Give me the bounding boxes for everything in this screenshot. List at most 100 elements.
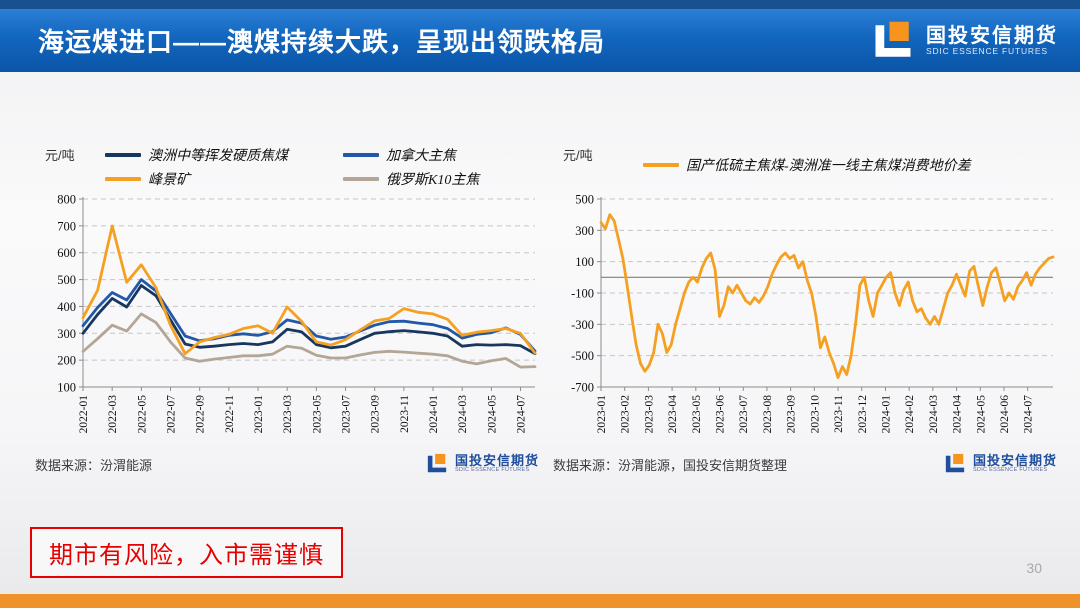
- brand-watermark-icon: [945, 453, 965, 473]
- x-tick-label: 2023-01: [253, 395, 265, 434]
- legend-label: 加拿大主焦: [386, 149, 456, 164]
- slide-header: 海运煤进口——澳煤持续大跌，呈现出领跌格局 国投安信期货 SDIC ESSENC…: [0, 9, 1080, 72]
- x-tick-label: 2023-09: [786, 395, 798, 434]
- page-title: 海运煤进口——澳煤持续大跌，呈现出领跌格局: [38, 27, 606, 57]
- brand-name-en: SDIC ESSENCE FUTURES: [972, 466, 1048, 473]
- chart-source-row: 数据来源：汾渭能源，国投安信期货整理 国投安信期货 SDIC ESSENCE F…: [551, 453, 1061, 475]
- y-tick-label: 100: [575, 255, 594, 269]
- x-tick-label: 2023-11: [399, 395, 411, 433]
- y-tick-label: 500: [57, 273, 76, 287]
- chart-head: 元/吨 澳洲中等挥发硬质焦煤 加拿大主焦峰景矿 俄罗斯K10主焦: [33, 143, 543, 193]
- x-tick-label: 2023-02: [620, 395, 632, 434]
- x-tick-label: 2024-01: [428, 395, 440, 434]
- x-tick-label: 2023-11: [833, 395, 845, 433]
- x-tick-label: 2023-03: [643, 395, 655, 434]
- legend-label: 澳洲中等挥发硬质焦煤: [148, 149, 288, 164]
- x-tick-label: 2024-03: [457, 395, 469, 434]
- x-tick-label: 2024-05: [975, 395, 987, 434]
- legend-label: 俄罗斯K10主焦: [386, 173, 480, 188]
- x-tick-label: 2022-03: [107, 395, 119, 434]
- legend-swatch: [343, 177, 379, 181]
- data-source-note: 数据来源：汾渭能源: [35, 457, 153, 473]
- brand-name-cn: 国投安信期货: [972, 453, 1057, 469]
- x-tick-label: 2024-07: [1023, 395, 1035, 434]
- chart-source-row: 数据来源：汾渭能源 国投安信期货 SDIC ESSENCE FUTURES: [33, 453, 543, 475]
- y-tick-label: -100: [571, 287, 594, 301]
- y-tick-label: 400: [57, 300, 76, 314]
- brand-name-cn: 国投安信期货: [926, 24, 1058, 47]
- y-tick-label: 700: [57, 219, 76, 233]
- y-tick-label: 500: [575, 193, 594, 207]
- x-tick-label: 2023-05: [311, 395, 323, 434]
- x-tick-label: 2022-01: [78, 395, 90, 434]
- x-tick-label: 2023-04: [667, 395, 679, 434]
- bottom-accent-strip: [0, 594, 1080, 608]
- legend-swatch: [343, 153, 379, 157]
- y-axis-unit: 元/吨: [45, 148, 75, 163]
- brand-name-cn: 国投安信期货: [454, 453, 539, 469]
- x-tick-label: 2024-04: [952, 395, 964, 434]
- chart-legend: 国产低硫主焦煤-澳洲准一线主焦煤消费地价差: [643, 155, 971, 175]
- price-spread-chart: 元/吨 国产低硫主焦煤-澳洲准一线主焦煤消费地价差 500 300 100 -100 -…: [551, 143, 1061, 475]
- legend-swatch: [105, 153, 141, 157]
- page-number: 30: [1026, 560, 1042, 576]
- brand-name-en: SDIC ESSENCE FUTURES: [454, 466, 530, 473]
- brand-watermark-text: 国投安信期货 SDIC ESSENCE FUTURES: [973, 454, 1057, 473]
- legend-item: 俄罗斯K10主焦: [343, 169, 479, 189]
- x-tick-label: 2023-08: [762, 395, 774, 434]
- y-axis-unit: 元/吨: [563, 148, 593, 163]
- line-series: [599, 213, 1055, 380]
- x-tick-label: 2023-06: [715, 395, 727, 434]
- x-tick-label: 2024-03: [928, 395, 940, 434]
- legend-item: 加拿大主焦: [343, 145, 479, 165]
- x-tick-label: 2023-12: [857, 395, 869, 434]
- x-tick-label: 2023-09: [370, 395, 382, 434]
- legend-item: 澳洲中等挥发硬质焦煤: [105, 145, 343, 165]
- x-tick-label: 2023-01: [596, 395, 608, 434]
- line-series: [81, 312, 537, 369]
- y-tick-label: 800: [57, 193, 76, 207]
- brand-watermark: 国投安信期货 SDIC ESSENCE FUTURES: [943, 453, 1057, 475]
- x-tick-label: 2023-03: [282, 395, 294, 434]
- x-tick-label: 2023-07: [341, 395, 353, 434]
- x-tick-label: 2023-05: [691, 395, 703, 434]
- legend-label: 国产低硫主焦煤-澳洲准一线主焦煤消费地价差: [686, 159, 971, 174]
- x-tick-label: 2024-02: [904, 395, 916, 434]
- data-source-note: 数据来源：汾渭能源，国投安信期货整理: [553, 457, 788, 473]
- y-tick-label: 300: [575, 224, 594, 238]
- brand-logo-icon: [875, 21, 911, 57]
- chart-legend: 澳洲中等挥发硬质焦煤 加拿大主焦峰景矿 俄罗斯K10主焦: [105, 145, 479, 189]
- x-tick-label: 2022-07: [166, 395, 178, 434]
- brand-name-en: SDIC ESSENCE FUTURES: [926, 45, 1048, 56]
- y-tick-label: 100: [57, 381, 76, 395]
- legend-item: 峰景矿: [105, 169, 343, 189]
- brand-logo: 国投安信期货 SDIC ESSENCE FUTURES: [870, 9, 1058, 72]
- y-tick-label: -500: [571, 349, 594, 363]
- legend-swatch: [105, 177, 141, 181]
- y-tick-label: -300: [571, 318, 594, 332]
- brand-watermark: 国投安信期货 SDIC ESSENCE FUTURES: [425, 453, 539, 475]
- x-tick-label: 2022-09: [195, 395, 207, 434]
- y-tick-label: 600: [57, 246, 76, 260]
- legend-swatch: [643, 163, 679, 167]
- x-tick-label: 2023-10: [809, 395, 821, 434]
- y-tick-label: 200: [57, 354, 76, 368]
- x-tick-label: 2024-05: [486, 395, 498, 434]
- y-tick-label: 300: [57, 327, 76, 341]
- legend-label: 峰景矿: [148, 173, 190, 188]
- brand-watermark-icon: [427, 453, 447, 473]
- x-tick-label: 2023-07: [738, 395, 750, 434]
- brand-watermark-text: 国投安信期货 SDIC ESSENCE FUTURES: [455, 454, 539, 473]
- x-tick-label: 2024-07: [516, 395, 528, 434]
- x-tick-label: 2024-01: [880, 395, 892, 434]
- legend-item: 国产低硫主焦煤-澳洲准一线主焦煤消费地价差: [643, 155, 971, 175]
- brand-text: 国投安信期货 SDIC ESSENCE FUTURES: [926, 24, 1058, 56]
- top-accent-strip: [0, 0, 1080, 9]
- line-series: [81, 278, 537, 353]
- line-series: [81, 284, 537, 356]
- x-tick-label: 2022-05: [136, 395, 148, 434]
- x-tick-label: 2024-06: [999, 395, 1011, 434]
